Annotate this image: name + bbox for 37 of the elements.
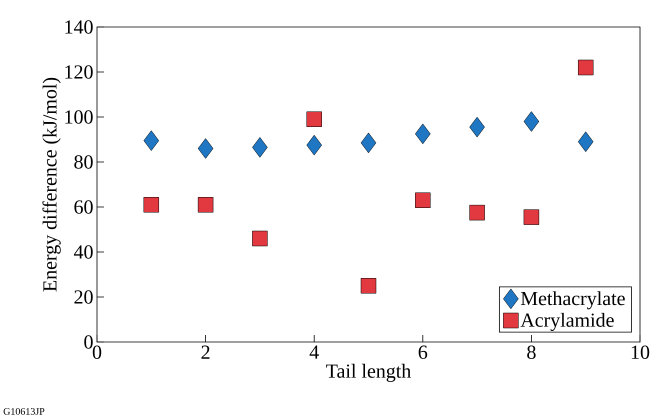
y-tick-label: 140 xyxy=(65,20,93,34)
legend-label: Methacrylate xyxy=(520,291,625,310)
y-tick-label: 60 xyxy=(74,200,93,214)
y-tick-label: 120 xyxy=(65,65,93,79)
point xyxy=(252,137,268,158)
point xyxy=(469,204,485,220)
x-tick-label: 0 xyxy=(92,346,102,359)
y-tick-label: 40 xyxy=(74,245,93,259)
point xyxy=(360,132,376,154)
point xyxy=(578,131,594,152)
y-tick-label: 20 xyxy=(74,290,93,304)
x-tick-label: 2 xyxy=(201,346,210,359)
x-tick-label: 10 xyxy=(632,346,650,359)
y-tick-label: 80 xyxy=(74,155,93,169)
point xyxy=(415,192,431,208)
y-axis-title: Energy difference (kJ/mol) xyxy=(42,78,61,292)
y-tick-label: 100 xyxy=(65,110,93,124)
point xyxy=(524,209,540,225)
y-tick-label: 0 xyxy=(84,335,93,349)
point xyxy=(469,116,485,138)
x-tick-label: 4 xyxy=(310,346,319,359)
point xyxy=(415,124,431,144)
point xyxy=(306,111,322,127)
point xyxy=(144,130,160,151)
point xyxy=(144,196,160,212)
point xyxy=(524,111,540,132)
point xyxy=(198,138,214,159)
point xyxy=(578,60,594,76)
point xyxy=(306,134,322,156)
text: G10613JP xyxy=(4,408,44,415)
x-axis-title: Tail length xyxy=(326,364,412,382)
legend-label: Acrylamide xyxy=(520,312,614,331)
point xyxy=(198,196,214,212)
point xyxy=(360,278,376,294)
x-tick-label: 6 xyxy=(418,346,428,359)
x-tick-label: 8 xyxy=(527,346,536,359)
point xyxy=(252,230,268,246)
